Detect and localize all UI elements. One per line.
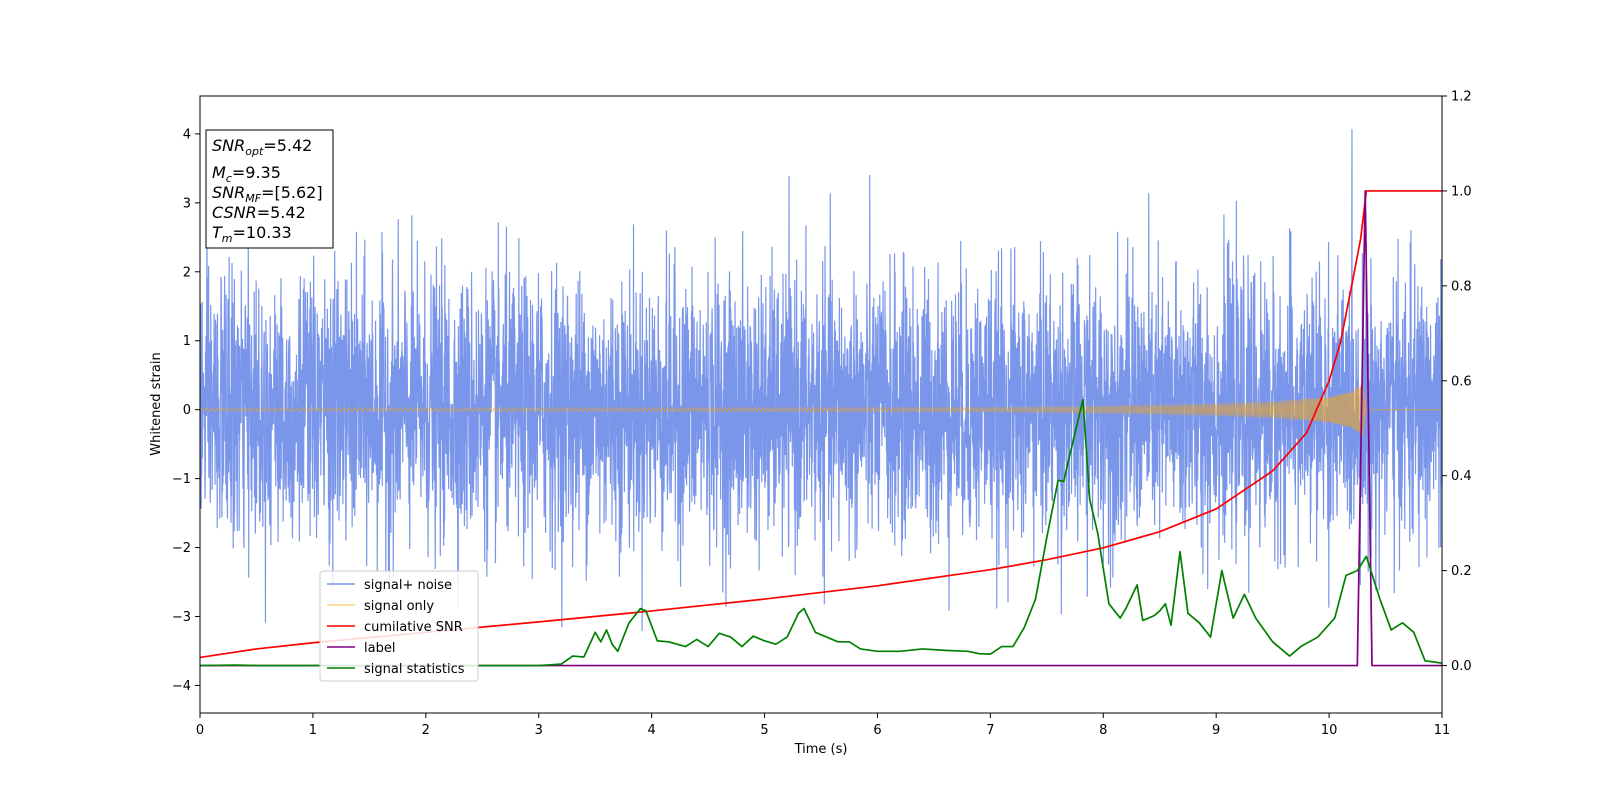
series-signal-noise-line xyxy=(200,129,1442,632)
y-tick-label: −3 xyxy=(172,610,191,625)
plot-area xyxy=(200,129,1442,667)
x-tick-label: 4 xyxy=(647,723,655,738)
legend-label-signal-noise: signal+ noise xyxy=(364,578,452,593)
annotation-mc: Mc=9.35 xyxy=(212,163,281,185)
x-tick-label: 6 xyxy=(873,723,881,738)
y-tick-label: 1 xyxy=(183,334,191,349)
y2-tick-label: 1.2 xyxy=(1451,90,1472,105)
x-tick-label: 1 xyxy=(309,723,317,738)
y-axis-label: Whitened strain xyxy=(149,352,164,455)
y2-tick-label: 0.8 xyxy=(1451,279,1472,294)
x-tick-label: 7 xyxy=(986,723,994,738)
y2-tick-label: 0.6 xyxy=(1451,374,1472,389)
annotation-frame xyxy=(205,129,334,249)
x-tick-label: 3 xyxy=(535,723,543,738)
annotation-snr-opt: SNRopt=5.42 xyxy=(212,136,312,158)
y2-tick-label: 0.0 xyxy=(1451,659,1472,674)
y-tick-label: −4 xyxy=(172,679,191,694)
y-tick-label: 4 xyxy=(183,127,191,142)
x-tick-label: 8 xyxy=(1099,723,1107,738)
x-axis-label: Time (s) xyxy=(794,742,848,757)
series-signal-statistics-line xyxy=(200,398,1442,667)
legend-frame xyxy=(319,570,479,682)
legend-label-cumulative-snr: cumilative SNR xyxy=(364,620,463,635)
legend-label-signal-statistics: signal statistics xyxy=(364,662,465,677)
y-tick-label: −2 xyxy=(172,541,191,556)
y2-tick-label: 0.2 xyxy=(1451,564,1472,579)
y2-tick-label: 1.0 xyxy=(1451,184,1472,199)
y-tick-label: 3 xyxy=(183,196,191,211)
y-tick-label: 2 xyxy=(183,265,191,280)
series-signal-only-line xyxy=(200,382,1442,437)
x-tick-label: 0 xyxy=(196,723,204,738)
legend-label-label: label xyxy=(364,641,395,656)
x-tick-label: 5 xyxy=(760,723,768,738)
annotation-box: SNRopt=5.42 Mc=9.35 SNRMF=[5.62] CSNR=5.… xyxy=(205,129,334,249)
annotation-csnr: CSNR=5.42 xyxy=(212,203,306,222)
plot-frame xyxy=(199,95,1443,714)
legend-label-signal-only: signal only xyxy=(364,599,434,614)
y2-tick-label: 0.4 xyxy=(1451,469,1472,484)
y-axis-right: 0.0 0.2 0.4 0.6 0.8 1.0 1.2 xyxy=(1442,90,1472,674)
x-tick-label: 10 xyxy=(1321,723,1338,738)
legend: signal+ noise signal only cumilative SNR… xyxy=(319,570,479,682)
y-tick-label: 0 xyxy=(183,403,191,418)
y-tick-label: −1 xyxy=(172,472,191,487)
y-axis-left: −4 −3 −2 −1 0 1 2 3 4 xyxy=(172,127,200,694)
annotation-tm: Tm=10.33 xyxy=(212,223,292,245)
x-axis: 0 1 2 3 4 5 6 7 8 9 10 11 xyxy=(196,713,1450,738)
x-tick-label: 9 xyxy=(1212,723,1220,738)
series-label-line xyxy=(200,190,1442,667)
x-tick-label: 2 xyxy=(422,723,430,738)
x-tick-label: 11 xyxy=(1434,723,1451,738)
annotation-snr-mf: SNRMF=[5.62] xyxy=(212,183,323,205)
